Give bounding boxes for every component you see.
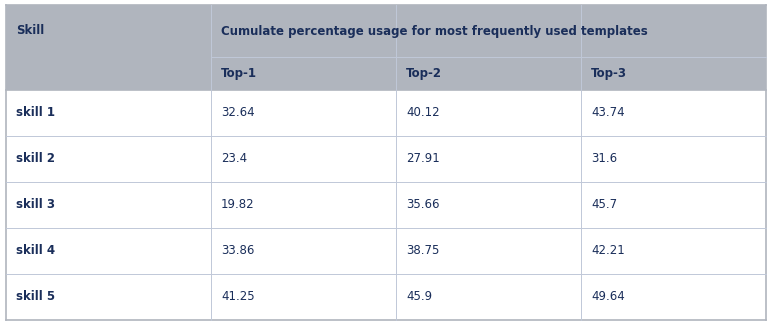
Text: 49.64: 49.64 [591,291,625,304]
Bar [396,57,581,90]
Text: skill 4: skill 4 [16,244,55,257]
Bar [6,5,211,57]
Text: 31.6: 31.6 [591,152,617,165]
Bar [581,57,766,90]
Text: 33.86: 33.86 [221,244,255,257]
Bar [6,57,211,90]
Bar [6,90,766,136]
Text: 35.66: 35.66 [406,199,439,212]
Text: 43.74: 43.74 [591,107,625,120]
Text: skill 3: skill 3 [16,199,55,212]
Text: skill 1: skill 1 [16,107,55,120]
Text: Skill: Skill [16,24,44,37]
Text: 32.64: 32.64 [221,107,255,120]
Text: 40.12: 40.12 [406,107,439,120]
Text: 45.7: 45.7 [591,199,617,212]
Bar [211,57,396,90]
Text: 23.4: 23.4 [221,152,247,165]
Bar [6,136,766,182]
Bar [6,274,766,320]
Text: skill 2: skill 2 [16,152,55,165]
Text: 45.9: 45.9 [406,291,432,304]
Text: Top-1: Top-1 [221,67,257,80]
Text: 38.75: 38.75 [406,244,439,257]
Text: 27.91: 27.91 [406,152,440,165]
Text: 41.25: 41.25 [221,291,255,304]
Bar [6,182,766,228]
Text: 19.82: 19.82 [221,199,255,212]
Bar [6,228,766,274]
Bar [211,5,766,57]
Text: Top-2: Top-2 [406,67,442,80]
Text: Top-3: Top-3 [591,67,627,80]
Text: Cumulate percentage usage for most frequently used templates: Cumulate percentage usage for most frequ… [221,24,648,37]
Text: skill 5: skill 5 [16,291,55,304]
Text: 42.21: 42.21 [591,244,625,257]
